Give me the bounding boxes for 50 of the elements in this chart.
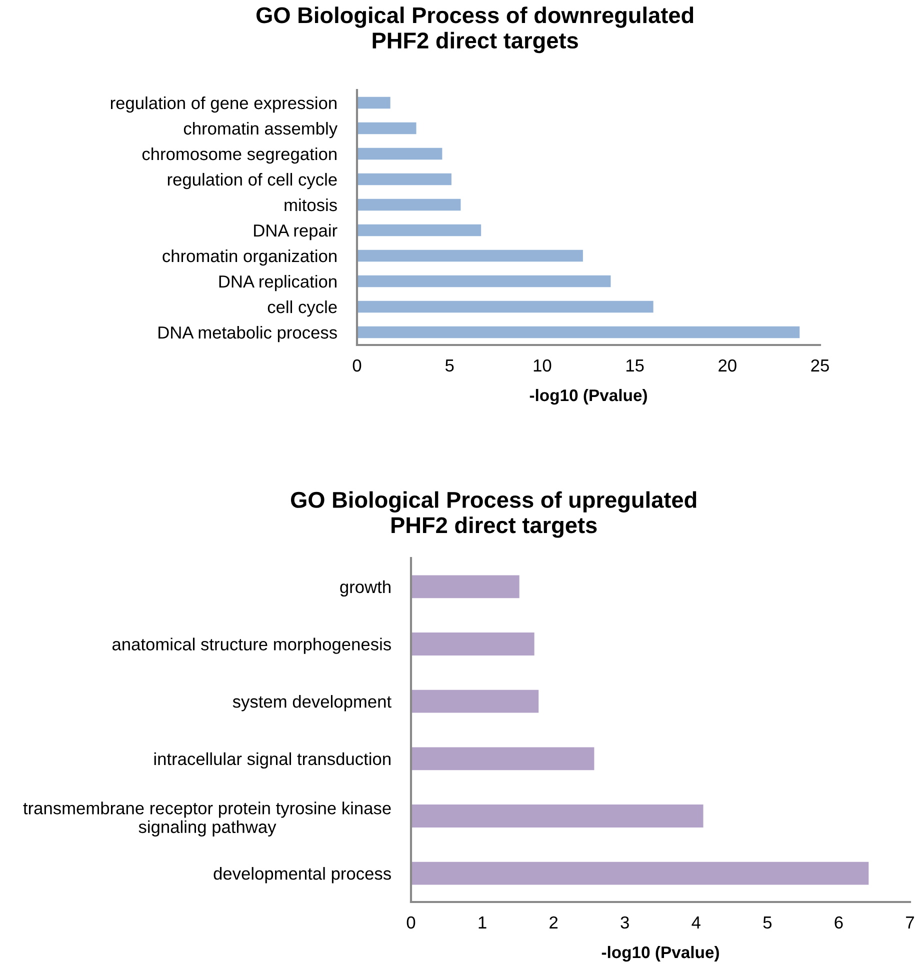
y-tick-label: intracellular signal transduction [154,752,390,769]
bar [411,747,594,770]
x-axis-title: -log10 (Pvalue) [530,388,647,405]
bar [357,300,654,313]
y-tick-label: DNA metabolic process [158,326,337,342]
x-axis-title: -log10 (Pvalue) [602,946,719,962]
bar [357,148,442,160]
bar [411,575,520,598]
y-tick-label: growth [340,580,390,597]
bar [411,862,869,885]
y-tick-label: regulation of gene expression [110,96,336,113]
chart-title: GO Biological Process of upregulated PHF2 direct targets [290,491,696,538]
chart-title: GO Biological Process of downregulated PHF2 direct targets [256,6,694,54]
bar [411,804,704,828]
y-tick-label: chromatin assembly [184,122,338,138]
bar [411,632,534,656]
bar [357,326,800,338]
y-tick-label: chromatin organization [162,249,336,266]
bar [357,250,583,262]
bar [357,224,482,236]
bar [357,275,611,288]
y-tick-label: DNA replication [219,274,336,292]
y-tick-label: DNA repair [254,224,338,240]
y-tick-label: transmembrane receptor protein tyrosine kinase signaling pathway [23,802,391,836]
bar [411,690,539,713]
bar [357,198,461,211]
bar [357,96,390,109]
x-tick-label: 3 [620,916,629,929]
x-tick-label: 7 [906,916,914,928]
y-tick-label: developmental process [214,867,391,884]
x-tick-label: 20 [718,359,736,372]
x-tick-label: 0 [406,916,416,929]
y-tick-label: chromosome segregation [142,147,336,164]
y-tick-label: regulation of cell cycle [168,172,337,190]
x-tick-label: 5 [445,360,454,372]
y-tick-label: mitosis [284,198,337,212]
x-tick-label: 5 [763,916,772,929]
x-tick-label: 1 [478,916,486,928]
x-tick-label: 15 [626,360,644,372]
x-tick-label: 25 [811,359,829,372]
x-tick-label: 6 [834,916,843,929]
x-tick-label: 10 [534,359,552,372]
y-tick-label: anatomical structure morphogenesis [112,638,391,654]
x-tick-label: 2 [550,916,558,928]
y-tick-label: system development [232,695,392,712]
x-tick-label: 0 [352,359,362,372]
bar [357,173,452,186]
bar [357,122,416,134]
x-tick-label: 4 [692,916,700,928]
y-tick-label: cell cycle [268,300,337,317]
